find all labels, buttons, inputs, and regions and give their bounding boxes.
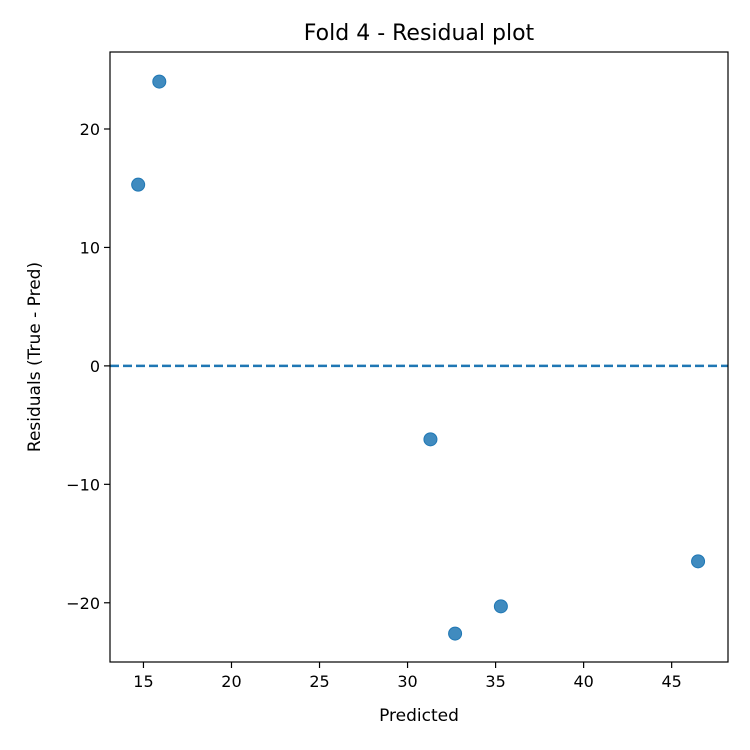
x-tick-label: 25 <box>309 672 329 691</box>
x-tick-label: 30 <box>397 672 417 691</box>
x-tick-label: 45 <box>661 672 681 691</box>
plot-frame <box>109 51 729 663</box>
x-tick-label: 35 <box>485 672 505 691</box>
y-axis-ticks: −20 −10 0 10 20 <box>66 120 110 613</box>
x-tick-label: 40 <box>573 672 593 691</box>
data-point <box>131 177 146 192</box>
chart-title: Fold 4 - Residual plot <box>304 21 535 46</box>
data-point <box>691 554 706 569</box>
y-tick-label: 0 <box>90 357 100 376</box>
y-tick-label: −20 <box>66 594 100 613</box>
data-point <box>493 599 508 614</box>
x-tick-label: 15 <box>133 672 153 691</box>
data-point <box>423 432 438 447</box>
y-tick-label: 20 <box>80 120 100 139</box>
x-axis-ticks: 15 20 25 30 35 40 45 <box>133 662 682 691</box>
y-tick-label: −10 <box>66 475 100 494</box>
y-axis-title: Residuals (True - Pred) <box>25 262 45 452</box>
data-points-layer <box>131 74 706 641</box>
data-point <box>448 626 463 641</box>
y-tick-label: 10 <box>80 238 100 257</box>
x-tick-label: 20 <box>221 672 241 691</box>
x-axis-title: Predicted <box>379 706 459 726</box>
plot-area <box>110 52 728 662</box>
data-point <box>152 74 167 89</box>
